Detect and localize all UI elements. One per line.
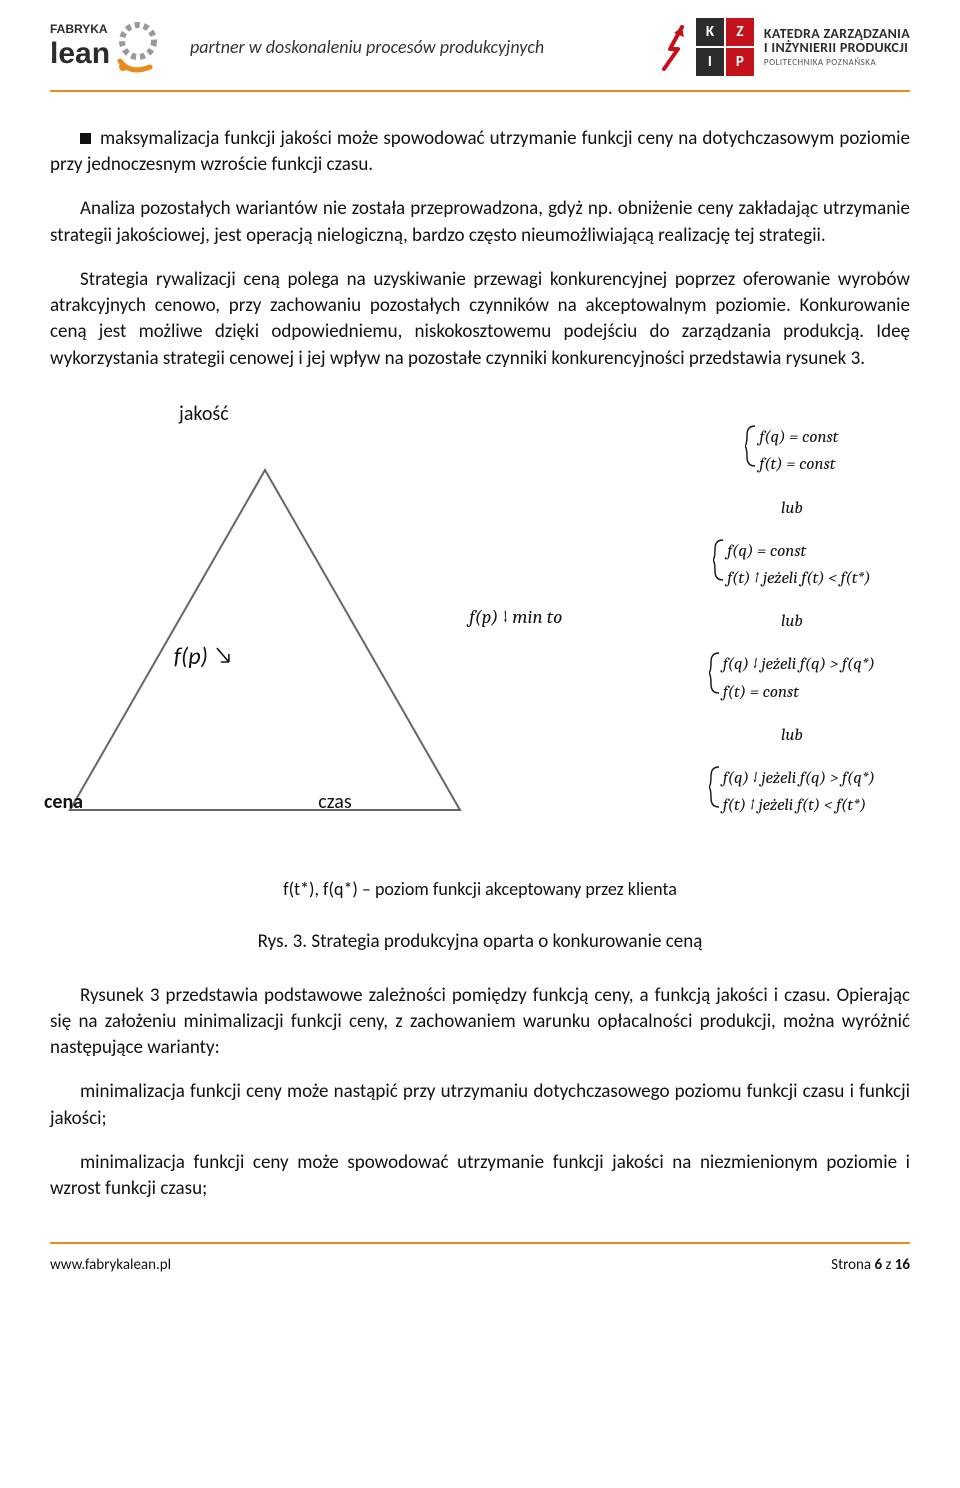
case-4b: f(t) ↑ jeżeli f(t) < f(t*): [723, 792, 875, 819]
logo-kzip: K Z I P KATEDRA ZARZĄDZANIA I INŻYNIERII…: [660, 18, 910, 76]
footer-page: Strona 6 z 16: [831, 1256, 910, 1274]
case-2a: f(q) = const: [727, 538, 870, 565]
svg-text:lean: lean: [50, 37, 110, 70]
paragraph-2: Analiza pozostałych wariantów nie został…: [50, 196, 910, 248]
page-header: FABRYKA lean partner w doskonaleniu proc…: [50, 0, 910, 92]
lub-2: lub: [674, 608, 910, 635]
case-4a: f(q) ↓ jeżeli f(q) > f(q*): [723, 765, 875, 792]
fp-text: f(p): [174, 642, 208, 671]
brace-icon: [709, 651, 721, 695]
case-2b: f(t) ↑ jeżeli f(t) < f(t*): [727, 565, 870, 592]
kzip-p: P: [726, 48, 754, 76]
paragraph-1: maksymalizacja funkcji jakości może spow…: [50, 126, 910, 178]
footer-page-total: 16: [895, 1256, 910, 1274]
footer-page-of: z: [882, 1256, 895, 1274]
case-1b: f(t) = const: [759, 451, 838, 478]
lean-logo-icon: FABRYKA lean: [50, 19, 170, 75]
brace-icon: [709, 765, 721, 809]
case-1: f(q) = const f(t) = const: [745, 424, 838, 478]
kzip-line2: I INŻYNIERII PRODUKCJI: [764, 41, 910, 56]
kzip-k: K: [696, 18, 724, 46]
page-footer: www.fabrykalean.pl Strona 6 z 16: [50, 1242, 910, 1292]
paragraph-5: minimalizacja funkcji ceny może nastąpić…: [50, 1079, 910, 1131]
lub-3: lub: [674, 722, 910, 749]
arrow-down-right-icon: [214, 645, 234, 667]
paragraph-5-text: minimalizacja funkcji ceny może nastąpić…: [50, 1080, 910, 1129]
svg-text:FABRYKA: FABRYKA: [50, 22, 108, 36]
triangle-label-left: cena: [44, 790, 83, 814]
logo-fabryka-lean: FABRYKA lean: [50, 19, 170, 75]
footer-page-label: Strona: [831, 1256, 874, 1274]
header-tagline: partner w doskonaleniu procesów produkcy…: [190, 36, 640, 58]
lub-1: lub: [674, 495, 910, 522]
triangle-label-top: jakość: [179, 402, 229, 426]
kzip-z: Z: [726, 18, 754, 46]
footer-page-num: 6: [874, 1256, 882, 1274]
math-cases: f(q) = const f(t) = const lub f(q) = con…: [674, 418, 910, 825]
kzip-i: I: [696, 48, 724, 76]
content: maksymalizacja funkcji jakości może spow…: [50, 92, 910, 1202]
figure-sub-caption: f(t*), f(q*) – poziom funkcji akceptowan…: [50, 878, 910, 900]
triangle-label-right: czas: [318, 790, 351, 814]
paragraph-1-text: maksymalizacja funkcji jakości może spow…: [50, 127, 910, 176]
kzip-line3: POLITECHNIKA POZNAŃSKA: [764, 58, 910, 67]
triangle-center-label: f(p): [174, 642, 234, 671]
brace-icon: [745, 424, 757, 468]
footer-url: www.fabrykalean.pl: [50, 1256, 171, 1274]
triangle-diagram: jakość f(p) cena czas: [50, 402, 358, 842]
arrow-icon: [660, 19, 686, 75]
paragraph-4: Rysunek 3 przedstawia podstawowe zależno…: [50, 983, 910, 1062]
triangle-svg: [50, 430, 480, 830]
figure-3: jakość f(p) cena czas f(p) ↓: [50, 402, 910, 953]
case-3a: f(q) ↓ jeżeli f(q) > f(q*): [723, 651, 875, 678]
paragraph-6-text: minimalizacja funkcji ceny może spowodow…: [50, 1151, 910, 1200]
kzip-grid: K Z I P: [696, 18, 754, 76]
case-4: f(q) ↓ jeżeli f(q) > f(q*) f(t) ↑ jeżeli…: [709, 765, 875, 819]
kzip-text: KATEDRA ZARZĄDZANIA I INŻYNIERII PRODUKC…: [764, 27, 910, 68]
case-3: f(q) ↓ jeżeli f(q) > f(q*) f(t) = const: [709, 651, 875, 705]
case-3b: f(t) = const: [723, 679, 875, 706]
figure-caption: Rys. 3. Strategia produkcyjna oparta o k…: [50, 930, 910, 953]
case-2: f(q) = const f(t) ↑ jeżeli f(t) < f(t*): [713, 538, 870, 592]
paragraph-6: minimalizacja funkcji ceny może spowodow…: [50, 1150, 910, 1202]
brace-icon: [713, 538, 725, 582]
paragraph-3: Strategia rywalizacji ceną polega na uzy…: [50, 267, 910, 372]
case-1a: f(q) = const: [759, 424, 838, 451]
